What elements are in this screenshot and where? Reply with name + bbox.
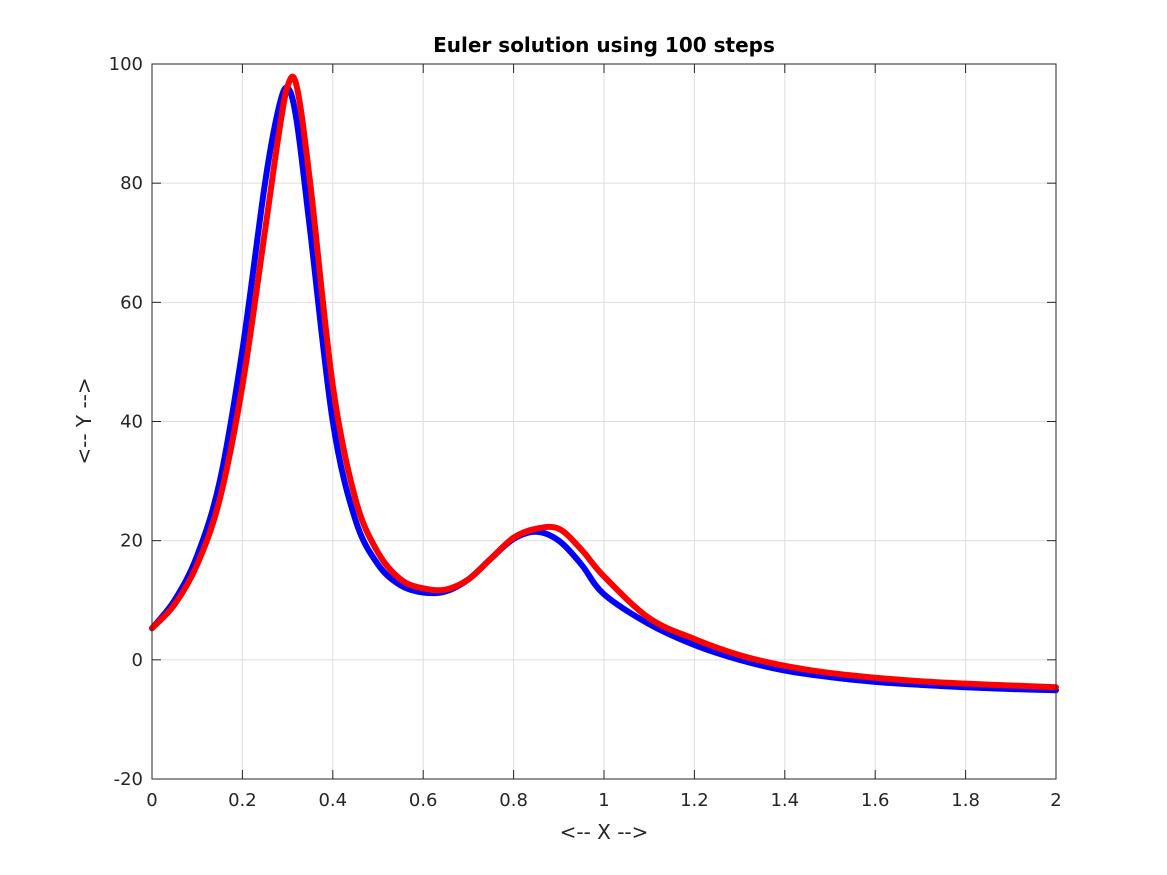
- series-lines: [149, 73, 1059, 694]
- y-tick-label: 40: [120, 412, 143, 433]
- x-tick-label: 0.6: [409, 790, 438, 811]
- y-tick-label: -20: [114, 769, 143, 790]
- y-tick-label: 100: [109, 54, 143, 75]
- x-tick-label: 0.2: [228, 790, 257, 811]
- x-tick-label: 1.4: [770, 790, 799, 811]
- x-tick-label: 1.2: [680, 790, 709, 811]
- y-axis-label: <-- Y -->: [72, 377, 96, 464]
- tick-labels: 0 0.2 0.4 0.6 0.8 1 1.2 1.4 1.6 1.8 2-200204060801…: [109, 54, 1062, 811]
- x-tick-label: 0.8: [499, 790, 528, 811]
- y-tick-label: 60: [120, 292, 143, 313]
- y-tick-label: 0: [132, 650, 143, 671]
- ticks: [151, 63, 1057, 780]
- y-tick-label: 80: [120, 173, 143, 194]
- x-tick-label: 0.4: [318, 790, 347, 811]
- x-tick-label: 1.6: [861, 790, 890, 811]
- x-axis-label: <-- X -->: [560, 820, 649, 844]
- series-line-1: [149, 73, 1059, 691]
- x-tick-label: 1.8: [951, 790, 980, 811]
- x-tick-label: 1: [598, 790, 609, 811]
- chart-title: Euler solution using 100 steps: [433, 33, 775, 57]
- x-tick-label: 2: [1050, 790, 1061, 811]
- x-tick-label: 0: [146, 790, 157, 811]
- y-tick-label: 20: [120, 531, 143, 552]
